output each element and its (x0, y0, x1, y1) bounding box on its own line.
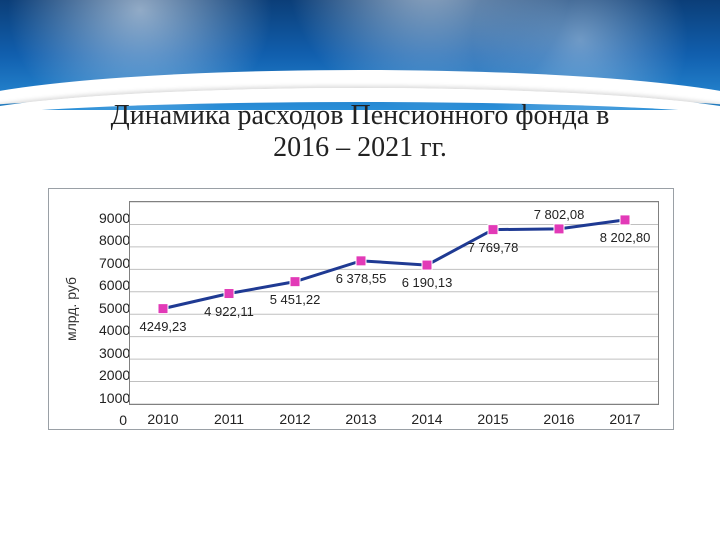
y-tick: 1000 (99, 390, 127, 406)
data-marker (620, 215, 630, 225)
data-label: 7 769,78 (468, 240, 519, 255)
data-marker (158, 304, 168, 314)
data-marker (356, 256, 366, 266)
chart-container: млрд. руб 0 1000 2000 3000 4000 5000 6000 7000 8… (48, 188, 674, 430)
y-tick: 3000 (99, 345, 127, 361)
x-tick: 2014 (411, 411, 442, 427)
x-tick: 2010 (147, 411, 178, 427)
data-label: 5 451,22 (270, 292, 321, 307)
x-tick: 2011 (214, 411, 244, 427)
title-line2: 2016 – 2021 гг. (0, 132, 720, 164)
title-line1: Динамика расходов Пенсионного фонда в (0, 100, 720, 132)
x-tick: 2017 (609, 411, 640, 427)
data-marker (422, 260, 432, 270)
data-label: 4 922,11 (204, 304, 254, 319)
y-tick: 9000 (99, 210, 127, 226)
data-marker (554, 224, 564, 234)
y-tick: 8000 (99, 232, 127, 248)
data-marker (224, 289, 234, 299)
x-tick: 2015 (477, 411, 508, 427)
data-label: 4249,23 (140, 319, 187, 334)
y-tick: 5000 (99, 300, 127, 316)
x-tick: 2016 (543, 411, 574, 427)
y-tick: 6000 (99, 277, 127, 293)
header-band (0, 0, 720, 110)
page-title: Динамика расходов Пенсионного фонда в 20… (0, 100, 720, 164)
x-tick: 2012 (279, 411, 310, 427)
y-axis-label: млрд. руб (63, 277, 79, 341)
y-tick: 4000 (99, 322, 127, 338)
data-marker (488, 225, 498, 235)
data-label: 7 802,08 (534, 207, 585, 222)
x-tick: 2013 (345, 411, 376, 427)
y-tick: 2000 (99, 367, 127, 383)
data-marker (290, 277, 300, 287)
y-tick: 7000 (99, 255, 127, 271)
y-tick: 0 (99, 412, 127, 428)
plot-area: 4249,23 4 922,11 5 451,22 6 378,55 6 190,13 7… (129, 201, 659, 405)
data-label: 8 202,80 (600, 230, 651, 245)
slide: Динамика расходов Пенсионного фонда в 20… (0, 0, 720, 540)
data-label: 6 190,13 (402, 275, 453, 290)
data-label: 6 378,55 (336, 271, 387, 286)
